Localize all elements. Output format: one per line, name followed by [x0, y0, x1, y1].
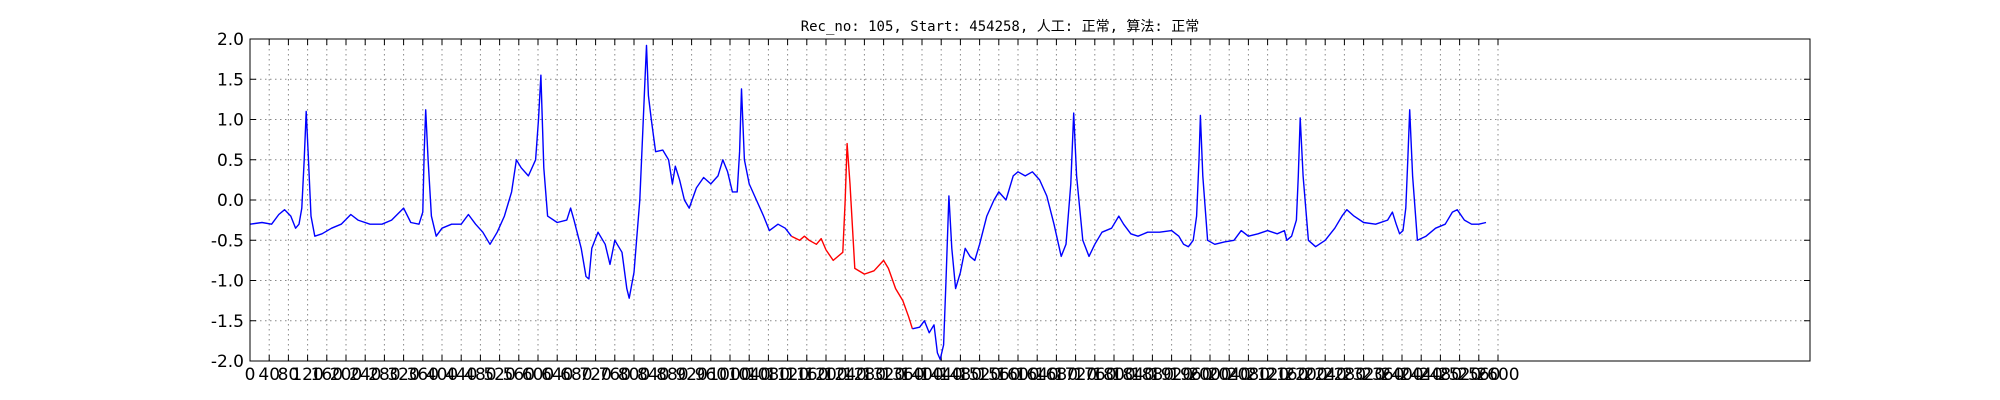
x-tick-label: 840 [637, 365, 669, 385]
x-tick-label: 720 [579, 365, 611, 385]
x-tick-label: 680 [560, 365, 592, 385]
x-tick-label: 520 [483, 365, 515, 385]
x-tick-label: 2040 [1208, 365, 1251, 385]
x-tick-label: 2480 [1419, 365, 1462, 385]
series-line-before [249, 44, 792, 299]
x-tick-label: 2560 [1457, 365, 1500, 385]
x-tick-label: 1960 [1169, 365, 1212, 385]
x-tick-label: 2280 [1323, 365, 1366, 385]
plot-frame [249, 38, 1811, 362]
x-tick-label: 1120 [766, 365, 809, 385]
x-tick-label: 2520 [1438, 365, 1481, 385]
x-tick-label: 880 [656, 365, 688, 385]
x-tick-label: 560 [503, 365, 535, 385]
x-tick-label: 40 [258, 365, 280, 385]
x-tick-label: 2400 [1380, 365, 1423, 385]
chart-title: Rec_no: 105, Start: 454258, 人工: 正常, 算法: … [801, 19, 1200, 35]
x-tick-label: 1160 [785, 365, 828, 385]
y-tick-label: 1.0 [217, 111, 244, 131]
x-tick-label: 280 [368, 365, 400, 385]
x-tick-label: 1480 [939, 365, 982, 385]
x-tick-label: 2120 [1246, 365, 1289, 385]
x-tick-label: 600 [522, 365, 554, 385]
x-tick-label: 2160 [1265, 365, 1308, 385]
x-tick-label: 200 [330, 365, 362, 385]
y-tick-label: 1.5 [217, 70, 244, 90]
x-tick-label: 240 [349, 365, 381, 385]
x-tick-label: 2440 [1400, 365, 1443, 385]
x-tick-label: 2240 [1304, 365, 1347, 385]
x-tick-label: 120 [291, 365, 323, 385]
x-tick-label: 320 [387, 365, 419, 385]
x-tick-label: 1320 [862, 365, 905, 385]
x-tick-label: 2600 [1476, 365, 1519, 385]
x-tick-label: 640 [541, 365, 573, 385]
x-tick-label: 1000 [708, 365, 751, 385]
x-tick-label: 2080 [1227, 365, 1270, 385]
x-tick-label: 1600 [996, 365, 1039, 385]
y-tick-label: -0.5 [211, 231, 244, 251]
x-tick-label: 0 [245, 365, 256, 385]
x-tick-label: 1680 [1035, 365, 1078, 385]
y-tick-label: -1.5 [211, 312, 244, 332]
x-axis: 0 408012016020024028032036040044048052056… [245, 39, 1520, 385]
x-tick-label: 440 [445, 365, 477, 385]
x-tick-label: 1920 [1150, 365, 1193, 385]
x-tick-label: 1440 [920, 365, 963, 385]
x-tick-label: 1880 [1131, 365, 1174, 385]
x-tick-label: 1280 [843, 365, 886, 385]
y-axis: 2.0 1.5 1.0 0.5 0.0 -0.5 -1.0 -1.5 -2.0 [211, 30, 1810, 372]
x-tick-label: 1520 [958, 365, 1001, 385]
x-tick-label: 1760 [1073, 365, 1116, 385]
x-tick-label: 800 [618, 365, 650, 385]
x-tick-label: 1080 [747, 365, 790, 385]
x-tick-label: 1200 [804, 365, 847, 385]
grid [250, 39, 1810, 361]
x-tick-label: 400 [426, 365, 458, 385]
x-tick-label: 2320 [1342, 365, 1385, 385]
x-tick-label: 960 [695, 365, 727, 385]
x-tick-label: 160 [311, 365, 343, 385]
x-tick-label: 1560 [977, 365, 1020, 385]
x-tick-label: 920 [675, 365, 707, 385]
x-tick-label: 1800 [1092, 365, 1135, 385]
x-tick-label: 760 [599, 365, 631, 385]
x-tick-label: 2360 [1361, 365, 1404, 385]
series-line-middle [791, 142, 914, 330]
x-tick-label: 480 [464, 365, 496, 385]
x-tick-label: 1840 [1112, 365, 1155, 385]
series-group [249, 44, 1487, 361]
x-tick-label: 1040 [728, 365, 771, 385]
y-tick-label: -1.0 [211, 272, 244, 292]
x-tick-label: 360 [407, 365, 439, 385]
y-tick-label: 0.0 [217, 191, 244, 211]
y-tick-label: 2.0 [217, 30, 244, 50]
x-tick-label: 1640 [1016, 365, 1059, 385]
x-tick-label: 1240 [824, 365, 867, 385]
y-tick-label: 0.5 [217, 151, 244, 171]
x-tick-label: 1400 [900, 365, 943, 385]
y-tick-label: -2.0 [211, 352, 244, 372]
x-tick-label: 1360 [881, 365, 924, 385]
x-tick-label: 2200 [1284, 365, 1327, 385]
x-tick-label: 2000 [1188, 365, 1231, 385]
x-tick-label: 1720 [1054, 365, 1097, 385]
x-tick-label: 80 [278, 365, 300, 385]
series-line-after [912, 109, 1487, 361]
